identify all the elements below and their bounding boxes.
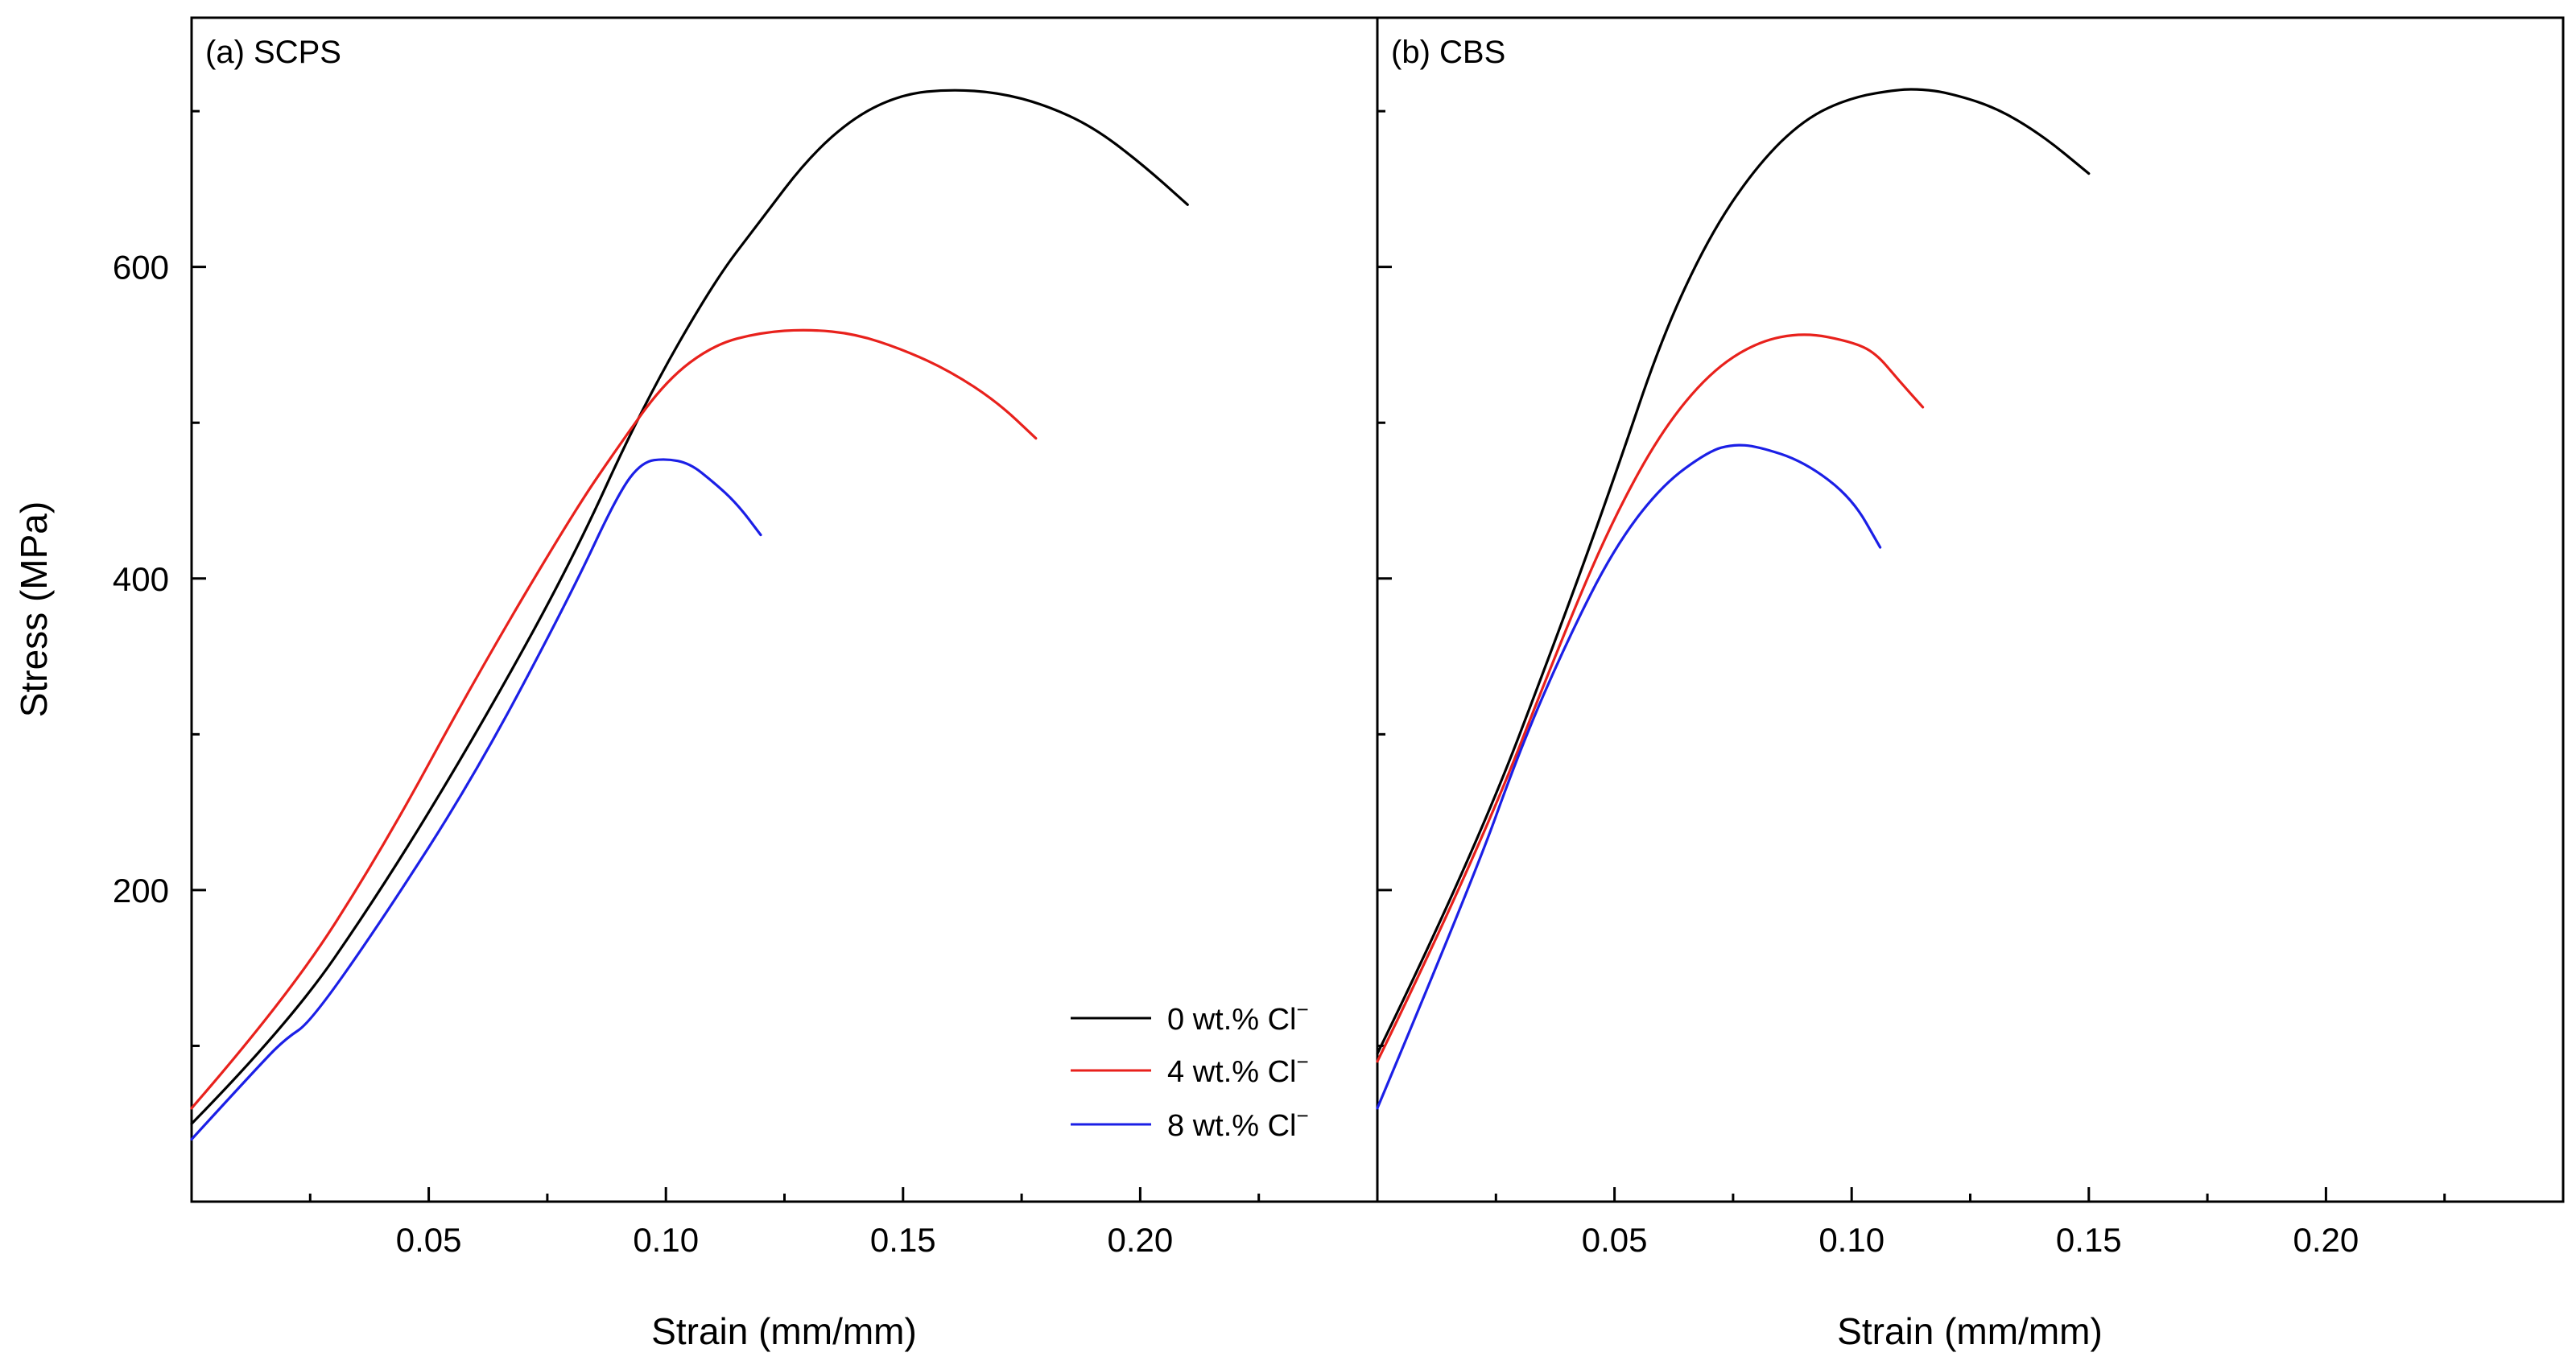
series-line-a-0 (190, 89, 1189, 1125)
series-line-a-1 (190, 328, 1038, 1110)
x-tick-label: 0.10 (1818, 1221, 1885, 1259)
legend-label-0: 0 wt.% Cl− (1167, 997, 1309, 1037)
series-line-b-1 (1376, 333, 1925, 1063)
x-tick-label: 0.10 (633, 1221, 699, 1259)
x-tick-label: 0.20 (1108, 1221, 1174, 1259)
y-axis-title: Stress (MPa) (13, 501, 55, 717)
x-tick-label: 0.15 (2056, 1221, 2122, 1259)
x-tick-label: 0.05 (1582, 1221, 1648, 1259)
panel-b-title: (b) CBS (1391, 35, 1505, 70)
legend-label-1: 4 wt.% Cl− (1167, 1050, 1309, 1089)
x-tick-label: 0.15 (870, 1221, 936, 1259)
series-lines (190, 88, 2091, 1141)
panel-a-title: (a) SCPS (205, 35, 341, 70)
series-line-b-0 (1376, 88, 2091, 1055)
y-tick-label: 400 (113, 560, 169, 598)
x-axis-title-b: Strain (mm/mm) (1837, 1310, 2103, 1352)
x-tick-label: 0.20 (2293, 1221, 2359, 1259)
legend-label-2: 8 wt.% Cl− (1167, 1103, 1309, 1143)
series-line-a-2 (190, 458, 762, 1141)
y-tick-label: 200 (113, 872, 169, 909)
x-axis-title-a: Strain (mm/mm) (651, 1310, 917, 1352)
series-line-b-2 (1376, 443, 1882, 1110)
x-tick-label: 0.05 (396, 1221, 462, 1259)
legend: 0 wt.% Cl− 4 wt.% Cl− 8 wt.% Cl− (1071, 997, 1309, 1143)
axis-ticks: 0.05 0.10 0.15 0.20 200 400 600 0.05 0.10 0.15 0.2… (113, 109, 2446, 1259)
y-tick-label: 600 (113, 249, 169, 287)
